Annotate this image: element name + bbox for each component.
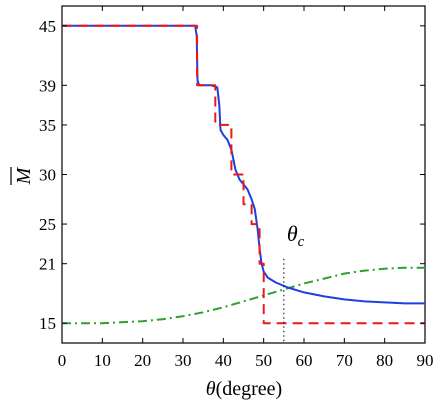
x-tick-label: 40 — [215, 351, 232, 370]
y-axis-label: M — [13, 166, 35, 185]
y-tick-label: 45 — [39, 17, 56, 36]
x-axis-unit: (degree) — [216, 378, 283, 400]
theta-c-subscript: c — [298, 234, 305, 250]
plot-frame — [61, 5, 426, 344]
x-tick-label: 0 — [58, 351, 67, 370]
y-tick-label: 39 — [39, 76, 56, 95]
x-tick-labels: 0 10 20 30 40 50 60 70 80 90 — [58, 351, 434, 370]
y-tick-label: 21 — [39, 255, 56, 274]
x-tick-label: 70 — [336, 351, 353, 370]
plot-lines — [62, 24, 425, 325]
y-tick-labels: 15 21 25 30 35 39 45 — [39, 17, 56, 333]
series-line-dashed — [62, 24, 425, 325]
x-tick-label: 10 — [94, 351, 111, 370]
x-axis-symbol: θ — [206, 378, 216, 400]
x-axis-label: θ(degree) — [206, 378, 282, 400]
y-tick-label: 25 — [39, 215, 56, 234]
x-tick-label: 60 — [296, 351, 313, 370]
y-tick-label: 35 — [39, 116, 56, 135]
x-tick-label: 50 — [255, 351, 272, 370]
y-tick-label: 30 — [39, 166, 56, 185]
y-tick-label: 15 — [39, 314, 56, 333]
x-tick-label: 90 — [417, 351, 434, 370]
x-tick-label: 20 — [134, 351, 151, 370]
series-line-dashdot — [62, 266, 425, 325]
theta-c-annotation: θc — [287, 221, 305, 250]
axis-ticks — [61, 6, 426, 343]
y-axis-label-group: M — [10, 166, 35, 185]
x-tick-label: 30 — [175, 351, 192, 370]
theta-c-symbol: θ — [287, 221, 298, 246]
series-line-solid — [62, 24, 425, 305]
x-tick-label: 80 — [376, 351, 393, 370]
